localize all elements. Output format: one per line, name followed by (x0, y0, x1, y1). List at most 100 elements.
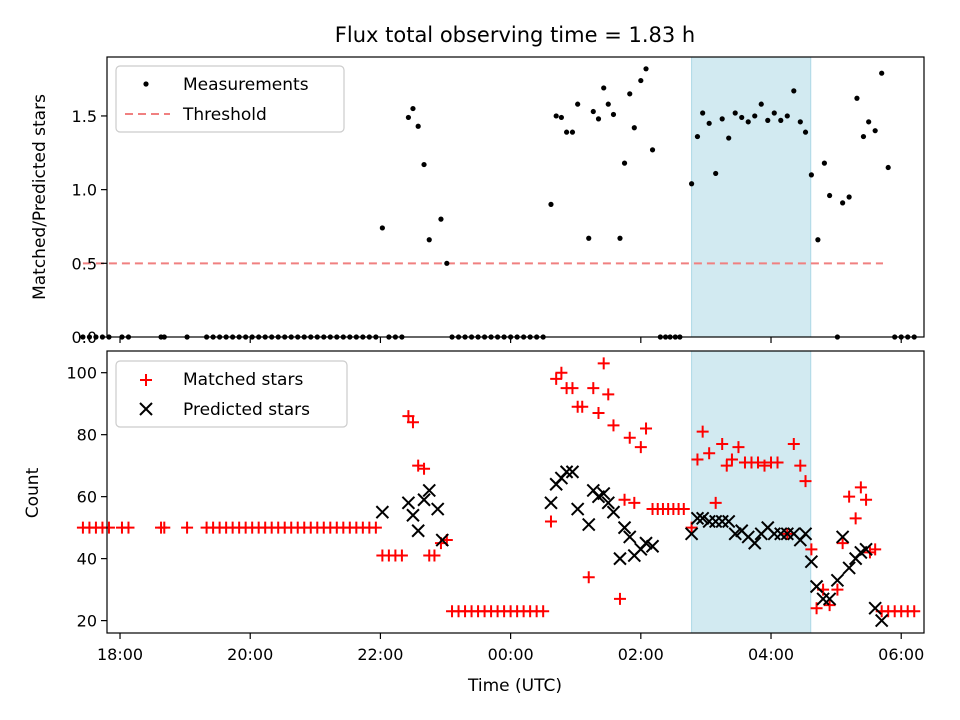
matched-star-point (732, 441, 745, 454)
measurement-point (558, 114, 564, 121)
observing-window-highlight (691, 56, 812, 338)
measurement-point (739, 114, 745, 121)
measurement-point (415, 123, 421, 129)
predicted-star-point (721, 514, 736, 529)
y-tick-label: 100 (66, 364, 97, 383)
matched-star-point (869, 543, 882, 556)
matched-star-point (854, 481, 867, 494)
measurement-point (421, 161, 427, 168)
matched-star-point (613, 592, 626, 605)
matched-star-point (696, 425, 709, 438)
measurement-point (700, 110, 706, 116)
predicted-star-point (695, 511, 710, 526)
measurement-point (617, 235, 623, 241)
matched-star-point (709, 496, 722, 509)
measurement-point (745, 119, 751, 125)
measurement-point (866, 119, 872, 125)
predicted-star-point (809, 579, 824, 594)
predicted-star-point (780, 527, 794, 541)
plot-frame (106, 350, 925, 634)
measurement-point (808, 172, 814, 178)
predicted-star-point (422, 483, 436, 498)
legend-predicted-marker (139, 402, 153, 416)
matched-star-point (550, 372, 563, 385)
matched-star-point (771, 456, 784, 469)
predicted-star-point (613, 551, 627, 566)
measurement-point (688, 181, 695, 187)
measurement-point (444, 260, 450, 266)
matched-star-point (720, 459, 733, 472)
measurement-point (586, 235, 592, 241)
measurement-point (713, 170, 719, 177)
predicted-star-point (774, 527, 788, 541)
matched-star-point (640, 422, 653, 435)
predicted-star-point (597, 486, 611, 501)
predicted-star-point (868, 601, 882, 615)
measurement-point (694, 133, 701, 140)
measurement-point (797, 119, 803, 125)
observing-window-highlight (691, 350, 812, 634)
x-tick-label: 00:00 (488, 645, 534, 664)
measurement-point (726, 135, 732, 141)
matched-star-point (831, 583, 844, 596)
matched-star-point (602, 388, 615, 401)
measurement-point (621, 160, 628, 166)
predicted-star-point (816, 592, 830, 606)
y-tick-label: 40 (77, 550, 97, 569)
predicted-star-point (708, 514, 723, 529)
matched-star-point (402, 410, 415, 423)
predicted-star-point (401, 496, 416, 510)
measurement-point (885, 164, 891, 171)
y-tick-label: 1.5 (72, 107, 97, 126)
matched-star-point (691, 453, 704, 466)
x-tick-label: 20:00 (227, 645, 273, 664)
predicted-star-point (435, 533, 449, 547)
predicted-star-point (728, 527, 742, 541)
measurement-point (821, 160, 827, 166)
x-axis-label: Time (UTC) (467, 676, 562, 696)
matched-star-point (102, 521, 115, 534)
predicted-star-point (617, 520, 632, 535)
matched-star-point (908, 605, 921, 618)
top-legend-frame (115, 65, 345, 133)
measurement-point (784, 113, 790, 119)
measurement-point (791, 88, 797, 94)
measurement-point (627, 91, 633, 97)
matched-star-point (544, 515, 557, 528)
predicted-star-point (559, 465, 574, 479)
measurement-point (846, 194, 852, 200)
predicted-star-point (601, 496, 615, 510)
matched-star-point (628, 496, 641, 509)
measurement-point (765, 117, 771, 123)
measurement-point (771, 110, 777, 116)
measurement-point (638, 77, 644, 84)
series-measurements (80, 66, 917, 340)
matched-star-point (860, 493, 873, 506)
matched-star-point (823, 599, 836, 612)
bottom-plot-area: 20 40 60 80 100 18:00 20:00 22:00 00:00 02:00 04:0… (66, 350, 925, 664)
matched-star-point (751, 456, 764, 469)
flux-ratio-panel: Flux total observing time = 1.83 h Match… (30, 23, 925, 347)
legend-matched-label: Matched stars (183, 370, 303, 390)
measurement-point (93, 334, 99, 340)
measurement-point (575, 101, 581, 107)
legend-matched-marker (140, 374, 152, 386)
predicted-star-point (767, 527, 781, 541)
measurement-point (815, 237, 821, 243)
matched-star-point (634, 441, 647, 454)
predicted-star-point (798, 527, 813, 541)
measurement-point (438, 216, 444, 222)
predicted-star-point (417, 493, 431, 507)
top-plot-area: 0.0 0.5 1.0 1.5 (72, 56, 925, 347)
matched-star-point (412, 459, 425, 472)
measurement-point (840, 200, 846, 206)
predicted-star-point (715, 514, 729, 529)
bottom-legend-frame (115, 360, 348, 428)
matched-star-point (805, 543, 818, 556)
y-tick-label: 0.0 (72, 328, 97, 347)
matched-star-point (677, 503, 690, 516)
measurement-point (752, 113, 758, 119)
matched-star-point (758, 459, 771, 472)
matched-star-point (843, 490, 856, 503)
measurement-point (854, 95, 860, 101)
